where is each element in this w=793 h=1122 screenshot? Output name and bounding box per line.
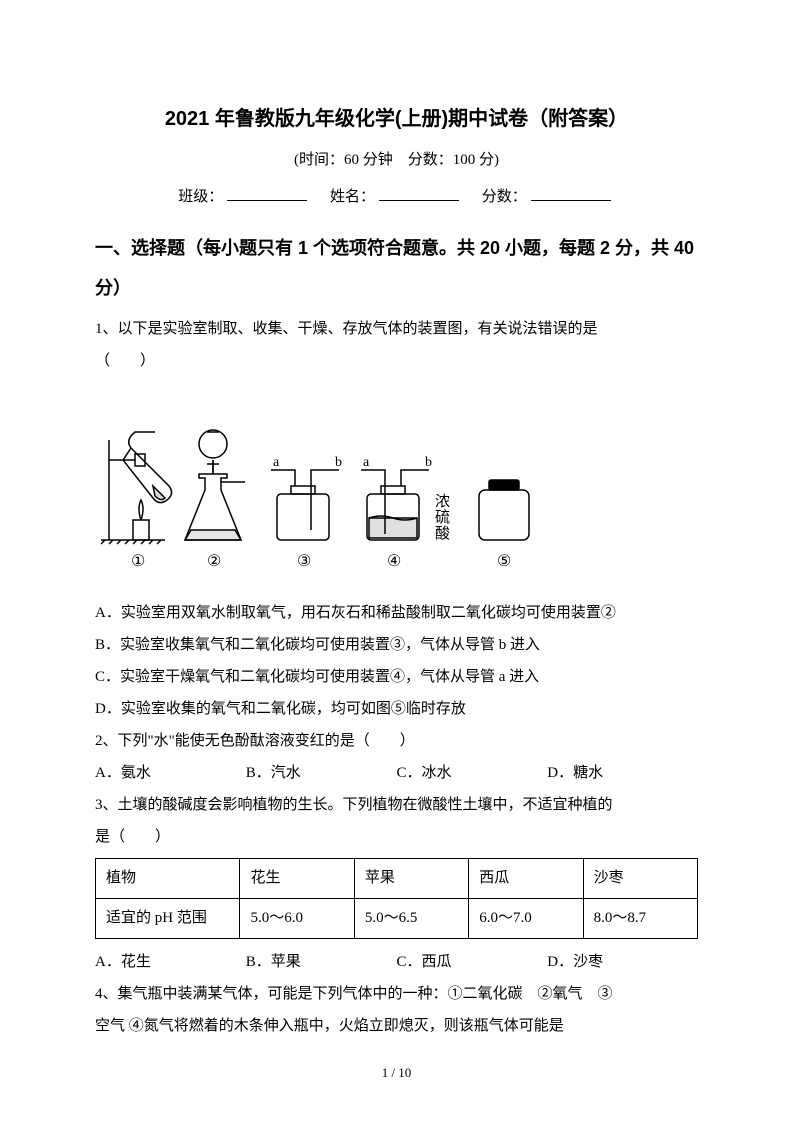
device-5-label: ⑤: [497, 553, 511, 570]
q3-stem-b: 是（ ）: [95, 822, 698, 852]
device-1-icon: [101, 432, 172, 544]
q3-option-c: C．西瓜: [397, 947, 548, 977]
name-label: 姓名：: [330, 189, 375, 205]
q1-option-d: D．实验室收集的氧气和二氧化碳，均可如图⑤临时存放: [95, 694, 698, 724]
q1-stem-a: 1、以下是实验室制取、收集、干燥、存放气体的装置图，有关说法错误的是: [95, 314, 698, 344]
time-score-line: (时间：60 分钟 分数：100 分): [95, 146, 698, 175]
q3-table: 植物 花生 苹果 西瓜 沙枣 适宜的 pH 范围 5.0～6.0 5.0～6.5…: [95, 858, 698, 939]
score-value: 100 分): [453, 152, 499, 168]
q1-option-a: A．实验室用双氧水制取氧气，用石灰石和稀盐酸制取二氧化碳均可使用装置②: [95, 598, 698, 628]
td-watermelon: 6.0～7.0: [469, 899, 583, 939]
device-4-text-1: 浓: [435, 493, 450, 510]
q3-option-a: A．花生: [95, 947, 246, 977]
q3-option-b: B．苹果: [246, 947, 397, 977]
device-4-text-3: 酸: [435, 525, 450, 542]
section-1-heading: 一、选择题（每小题只有 1 个选项符合题意。共 20 小题，每题 2 分，共 4…: [95, 229, 698, 308]
time-label: (时间：: [294, 152, 344, 168]
table-row: 植物 花生 苹果 西瓜 沙枣: [96, 859, 698, 899]
td-peanut: 5.0～6.0: [240, 899, 354, 939]
device-2-icon: [185, 430, 245, 540]
apparatus-diagram: ① ②: [95, 390, 698, 580]
q1-option-c: C．实验室干燥氧气和二氧化碳均可使用装置④，气体从导管 a 进入: [95, 662, 698, 692]
device-4-label: ④: [387, 553, 401, 570]
th-apple: 苹果: [354, 859, 468, 899]
q4-line-2: 空气 ④氮气将燃着的木条伸入瓶中，火焰立即熄灭，则该瓶气体可能是: [95, 1011, 698, 1041]
device-5-icon: [479, 480, 529, 540]
score-label: 分数：: [408, 152, 453, 168]
apparatus-svg: ① ②: [95, 390, 555, 580]
time-value: 60 分钟: [344, 152, 393, 168]
device-4-icon: [361, 470, 429, 540]
q2-stem: 2、下列"水"能使无色酚酞溶液变红的是（ ）: [95, 726, 698, 756]
student-info-line: 班级： 姓名： 分数：: [95, 183, 698, 212]
device-4-tube-a: a: [363, 455, 370, 470]
device-3-icon: [271, 470, 339, 540]
q3-option-d: D．沙枣: [547, 947, 698, 977]
device-4-text-2: 硫: [435, 509, 450, 526]
q4-line-1: 4、集气瓶中装满某气体，可能是下列气体中的一种：①二氧化碳 ②氧气 ③: [95, 979, 698, 1009]
q2-option-b: B．汽水: [246, 758, 397, 788]
exam-page: 2021 年鲁教版九年级化学(上册)期中试卷（附答案） (时间：60 分钟 分数…: [0, 0, 793, 1122]
device-3-label: ③: [297, 553, 311, 570]
class-label: 班级：: [178, 189, 223, 205]
q1-option-b: B．实验室收集氧气和二氧化碳均可使用装置③，气体从导管 b 进入: [95, 630, 698, 660]
th-plant: 植物: [96, 859, 240, 899]
device-3-tube-a: a: [273, 455, 280, 470]
q2-option-d: D．糖水: [547, 758, 698, 788]
device-4-tube-b: b: [425, 455, 432, 470]
page-footer: 1 / 10: [0, 1061, 793, 1086]
score-blank: [531, 186, 611, 201]
device-1-label: ①: [131, 553, 145, 570]
q3-options: A．花生 B．苹果 C．西瓜 D．沙枣: [95, 947, 698, 977]
q3-stem-a: 3、土壤的酸碱度会影响植物的生长。下列植物在微酸性土壤中，不适宜种植的: [95, 790, 698, 820]
th-watermelon: 西瓜: [469, 859, 583, 899]
name-blank: [379, 186, 459, 201]
q1-stem-b: （ ）: [95, 346, 698, 376]
th-peanut: 花生: [240, 859, 354, 899]
th-shazao: 沙枣: [583, 859, 697, 899]
class-blank: [227, 186, 307, 201]
score-fill-label: 分数：: [482, 189, 527, 205]
td-shazao: 8.0～8.7: [583, 899, 697, 939]
table-row: 适宜的 pH 范围 5.0～6.0 5.0～6.5 6.0～7.0 8.0～8.…: [96, 899, 698, 939]
q2-option-c: C．冰水: [397, 758, 548, 788]
device-2-label: ②: [207, 553, 221, 570]
q2-option-a: A．氨水: [95, 758, 246, 788]
page-title: 2021 年鲁教版九年级化学(上册)期中试卷（附答案）: [95, 100, 698, 138]
q2-options: A．氨水 B．汽水 C．冰水 D．糖水: [95, 758, 698, 788]
td-label: 适宜的 pH 范围: [96, 899, 240, 939]
td-apple: 5.0～6.5: [354, 899, 468, 939]
device-3-tube-b: b: [335, 455, 342, 470]
